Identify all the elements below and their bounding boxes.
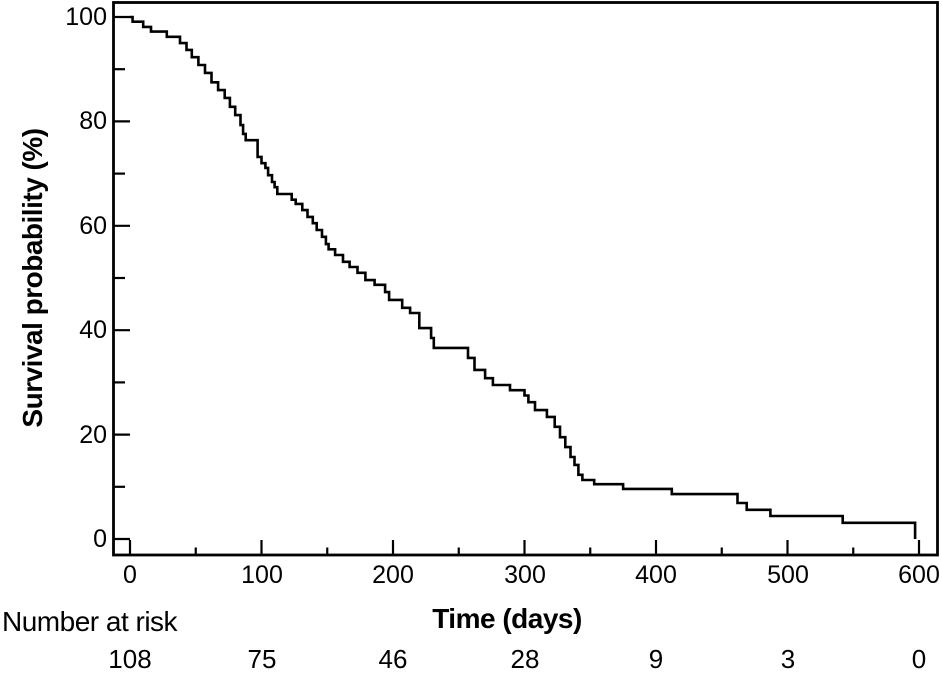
risk-count: 3 (780, 644, 796, 674)
plot-frame (112, 1, 939, 557)
y-tick-label: 60 (79, 212, 107, 240)
x-tick-label: 200 (372, 561, 414, 589)
x-tick-label: 100 (241, 561, 283, 589)
x-axis-title: Time (days) (432, 603, 582, 634)
risk-count: 75 (247, 644, 277, 674)
x-tick-label: 0 (123, 561, 137, 589)
risk-count: 0 (911, 644, 927, 674)
x-tick-label: 400 (635, 561, 677, 589)
number-at-risk-label: Number at risk (2, 606, 178, 637)
x-tick-label: 500 (767, 561, 809, 589)
y-tick-label: 80 (79, 107, 107, 135)
y-tick-label: 40 (79, 316, 107, 344)
y-tick-label: 20 (79, 421, 107, 449)
y-tick-label: 0 (93, 525, 107, 553)
risk-count: 28 (510, 644, 540, 674)
x-tick-label: 300 (504, 561, 546, 589)
y-tick-label: 100 (65, 3, 107, 31)
survival-curve (130, 15, 917, 539)
risk-count: 9 (648, 644, 664, 674)
x-tick-label: 600 (898, 561, 940, 589)
risk-count: 108 (108, 644, 152, 674)
risk-count: 46 (378, 644, 408, 674)
y-axis-title: Survival probability (%) (17, 128, 48, 428)
